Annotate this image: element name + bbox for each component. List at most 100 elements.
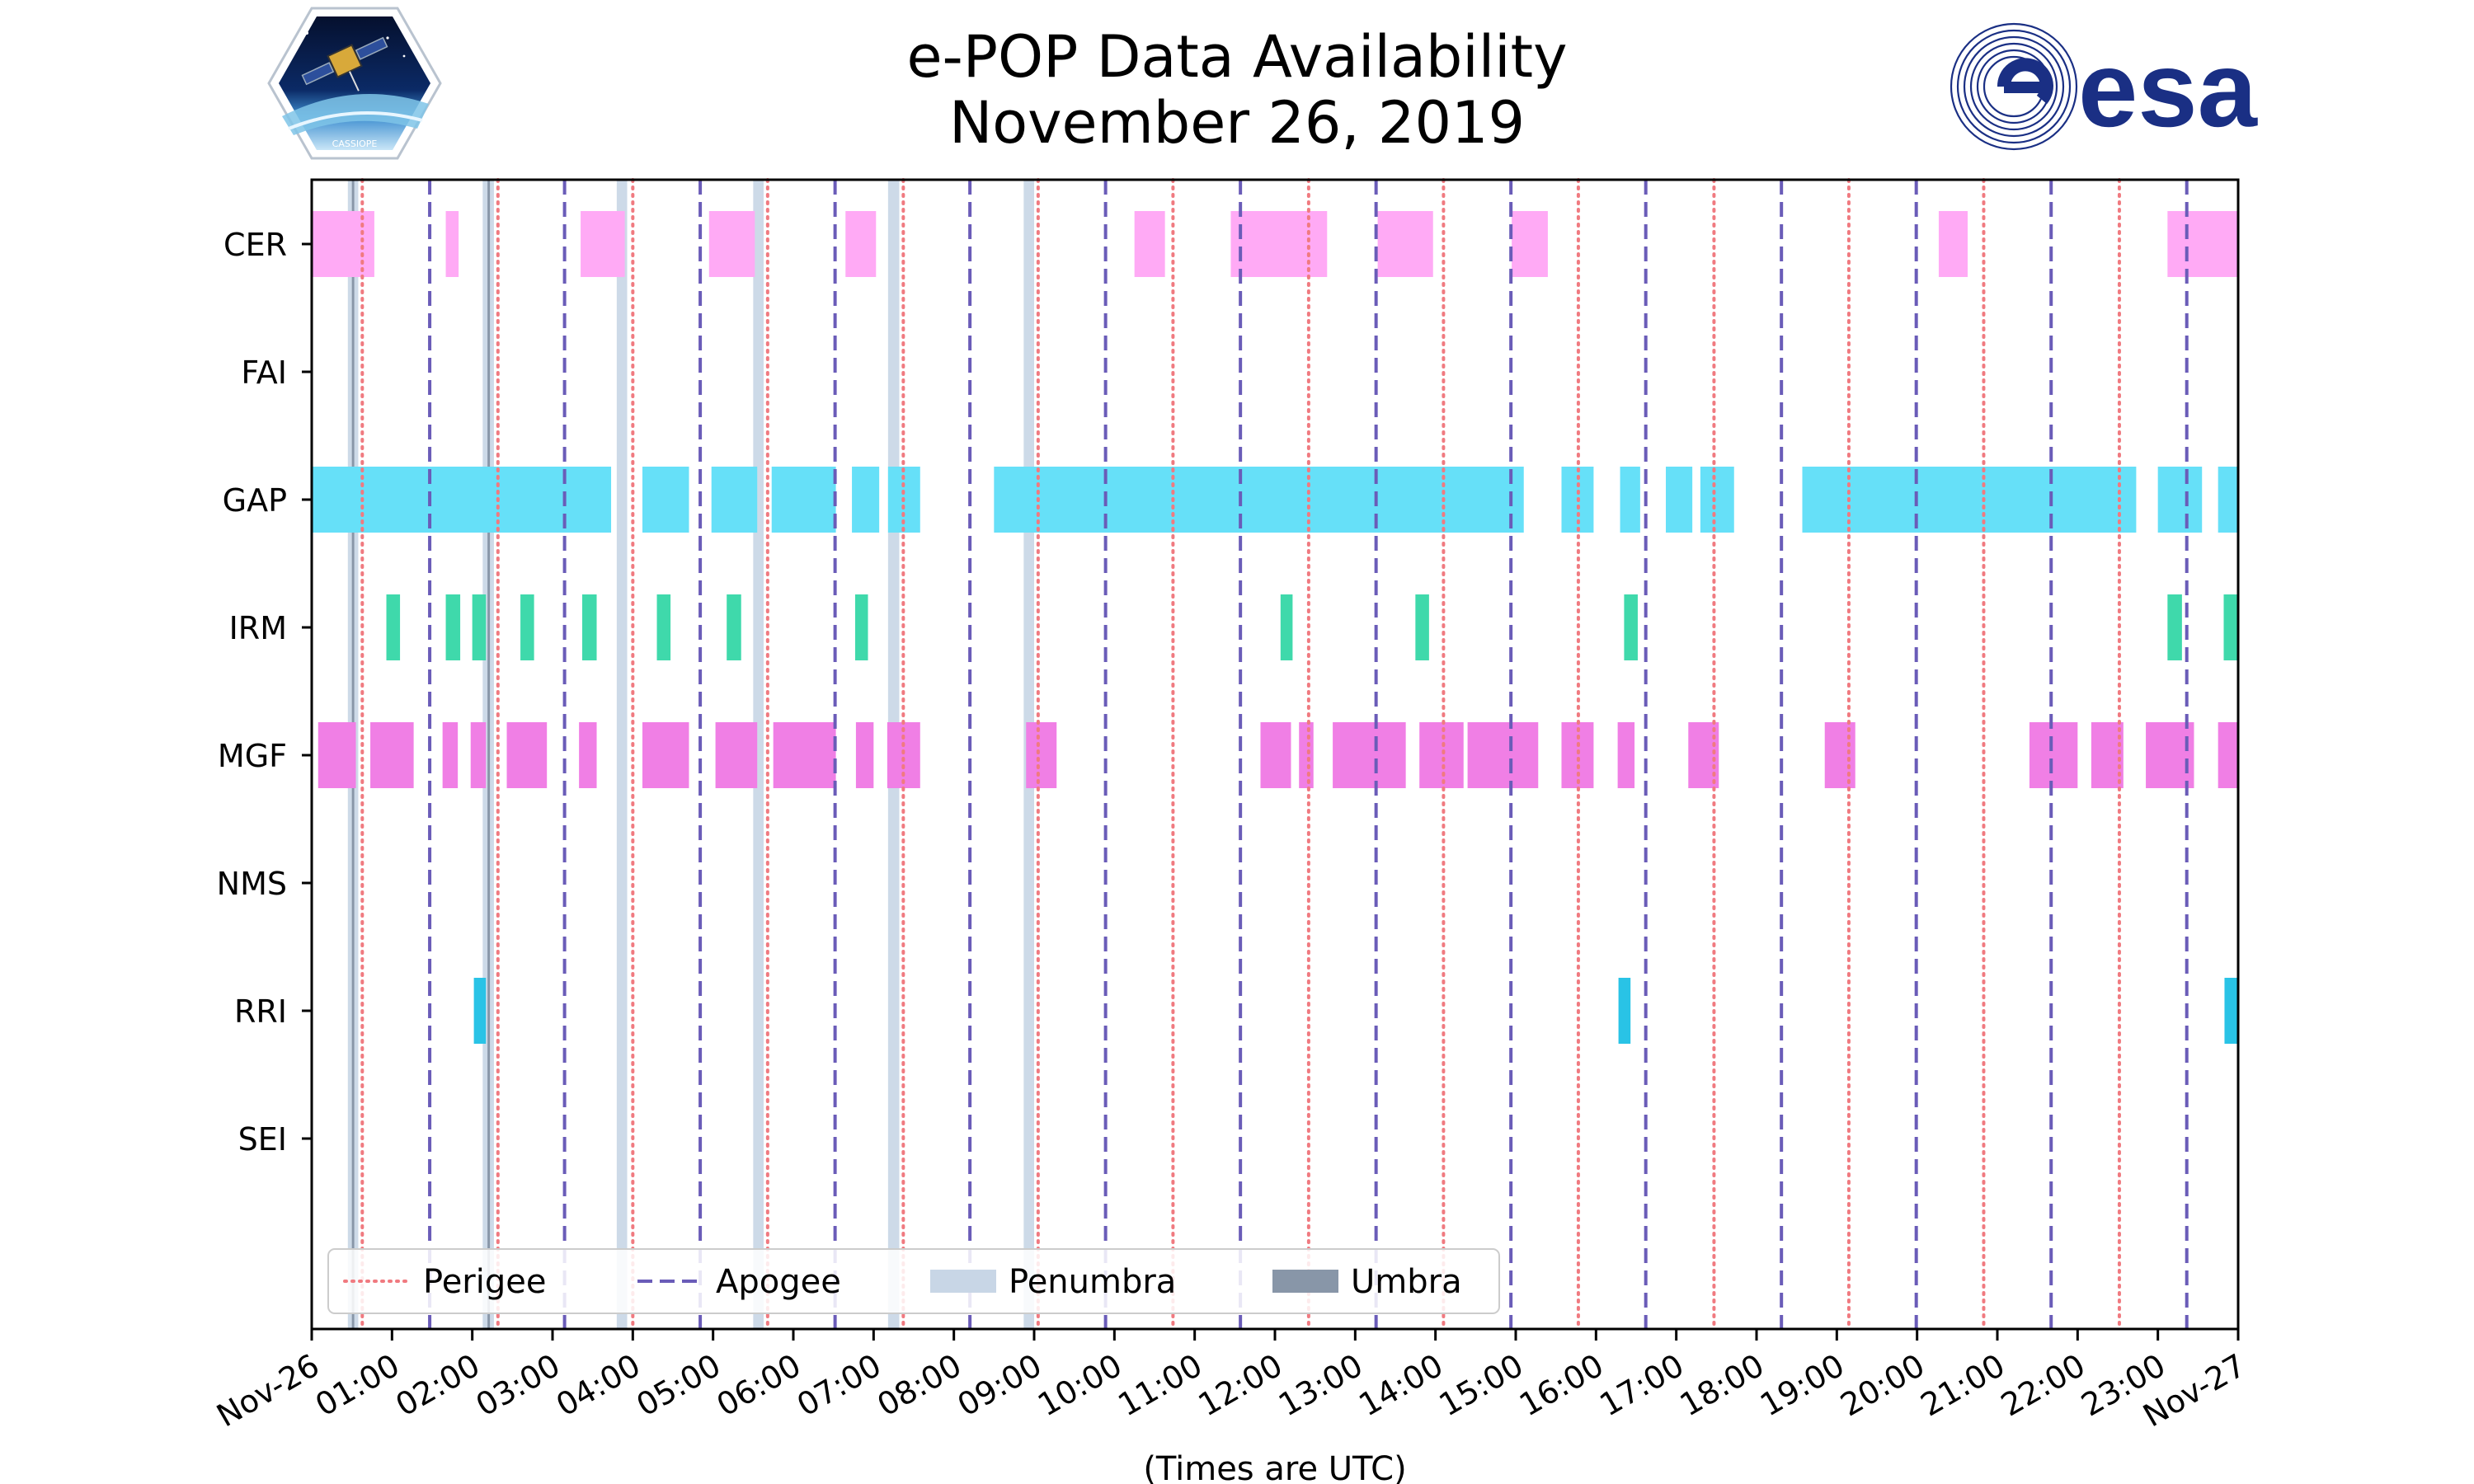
- bar-irm-1: [445, 594, 461, 660]
- bar-cer-3: [708, 211, 755, 277]
- x-tick-label-18: 18:00: [1674, 1347, 1771, 1424]
- x-tick-label-16: 16:00: [1513, 1347, 1610, 1424]
- x-tick-label-17: 17:00: [1593, 1347, 1690, 1424]
- y-tick-label-sei: SEI: [238, 1121, 287, 1158]
- bar-irm-2: [472, 594, 487, 660]
- bar-cer-1: [445, 211, 459, 277]
- y-tick-label-rri: RRI: [234, 993, 287, 1030]
- x-tick-label-11: 11:00: [1112, 1347, 1208, 1424]
- x-tick-label-13: 13:00: [1272, 1347, 1369, 1424]
- chart-title: e-POP Data Availability: [906, 23, 1568, 91]
- bar-mgf-21: [2029, 722, 2078, 788]
- x-tick-label-1: 01:00: [309, 1347, 406, 1424]
- bar-gap-4: [852, 467, 880, 533]
- bar-mgf-7: [715, 722, 758, 788]
- bar-irm-8: [1280, 594, 1293, 660]
- orbit-event-lines: [360, 178, 2189, 1331]
- y-tick-label-nms: NMS: [217, 866, 287, 902]
- bar-gap-11: [1802, 467, 2137, 533]
- bar-gap-13: [2218, 467, 2238, 533]
- bar-mgf-20: [1824, 722, 1856, 788]
- legend-swatch-penumbra: [930, 1270, 996, 1293]
- bar-mgf-12: [1260, 722, 1291, 788]
- bar-irm-11: [2167, 594, 2182, 660]
- x-tick-label-15: 15:00: [1433, 1347, 1530, 1424]
- legend-label-umbra: Umbra: [1351, 1263, 1462, 1301]
- bar-cer-5: [1134, 211, 1165, 277]
- x-tick-label-7: 07:00: [791, 1347, 887, 1424]
- bar-cer-2: [581, 211, 625, 277]
- bar-cer-0: [312, 211, 374, 277]
- x-axis: Nov-2601:0002:0003:0004:0005:0006:0007:0…: [210, 1329, 2252, 1434]
- bar-gap-10: [1700, 467, 1734, 533]
- bar-cer-8: [1512, 211, 1548, 277]
- bar-cer-4: [845, 211, 877, 277]
- bar-mgf-10: [887, 722, 920, 788]
- x-tick-label-12: 12:00: [1192, 1347, 1289, 1424]
- bar-rri-0: [473, 978, 487, 1044]
- x-tick-label-3: 03:00: [470, 1347, 567, 1424]
- x-tick-label-14: 14:00: [1352, 1347, 1449, 1424]
- legend: Perigee Apogee Penumbra Umbra: [327, 1248, 1500, 1314]
- bar-gap-1: [642, 467, 689, 533]
- bar-gap-6: [994, 467, 1524, 533]
- y-tick-label-fai: FAI: [241, 355, 287, 391]
- bar-gap-3: [771, 467, 836, 533]
- x-tick-label-22: 22:00: [1995, 1347, 2091, 1424]
- esa-logo-text: esa: [2078, 29, 2259, 149]
- bar-irm-12: [2223, 594, 2238, 660]
- umbra-band-1: [487, 180, 491, 1329]
- bar-mgf-13: [1299, 722, 1314, 788]
- bar-mgf-3: [470, 722, 487, 788]
- bar-irm-6: [727, 594, 741, 660]
- bar-rri-1: [1618, 978, 1631, 1044]
- x-tick-label-6: 06:00: [711, 1347, 807, 1424]
- chart-subtitle: November 26, 2019: [948, 89, 1526, 157]
- bar-mgf-14: [1333, 722, 1406, 788]
- bar-mgf-8: [773, 722, 836, 788]
- x-tick-label-20: 20:00: [1834, 1347, 1931, 1424]
- y-tick-label-irm: IRM: [229, 610, 287, 646]
- bar-irm-5: [656, 594, 671, 660]
- bar-irm-4: [582, 594, 597, 660]
- legend-label-penumbra: Penumbra: [1009, 1263, 1176, 1301]
- x-tick-label-5: 05:00: [630, 1347, 727, 1424]
- bar-gap-8: [1620, 467, 1640, 533]
- bar-mgf-22: [2091, 722, 2124, 788]
- x-tick-label-21: 21:00: [1915, 1347, 2011, 1424]
- bar-mgf-1: [370, 722, 414, 788]
- bar-cer-7: [1377, 211, 1433, 277]
- bar-mgf-19: [1688, 722, 1719, 788]
- bar-mgf-0: [317, 722, 356, 788]
- x-tick-label-9: 09:00: [952, 1347, 1048, 1424]
- x-tick-label-4: 04:00: [550, 1347, 647, 1424]
- bar-mgf-4: [506, 722, 548, 788]
- bar-irm-7: [854, 594, 868, 660]
- bar-mgf-17: [1561, 722, 1594, 788]
- bar-irm-0: [386, 594, 401, 660]
- bar-gap-12: [2157, 467, 2203, 533]
- bar-irm-3: [520, 594, 534, 660]
- bar-rri-2: [2224, 978, 2238, 1044]
- y-tick-label-gap: GAP: [223, 482, 287, 519]
- bar-mgf-16: [1467, 722, 1539, 788]
- cassiope-logo-text: CASSIOPE: [332, 139, 378, 149]
- x-tick-label-10: 10:00: [1032, 1347, 1128, 1424]
- bar-cer-6: [1230, 211, 1328, 277]
- bar-mgf-11: [1026, 722, 1057, 788]
- bar-mgf-24: [2218, 722, 2238, 788]
- y-axis: CER FAI GAP IRM MGF NMS RRI SEI: [217, 227, 312, 1158]
- x-axis-label: (Times are UTC): [1143, 1450, 1406, 1484]
- bar-mgf-5: [579, 722, 597, 788]
- cassiope-logo: CASSIOPE: [267, 7, 442, 160]
- legend-label-apogee: Apogee: [716, 1263, 841, 1301]
- bar-mgf-23: [2146, 722, 2194, 788]
- bar-irm-10: [1624, 594, 1638, 660]
- bar-gap-2: [711, 467, 758, 533]
- legend-swatch-umbra: [1272, 1270, 1338, 1293]
- bar-mgf-2: [442, 722, 459, 788]
- bar-cer-9: [1938, 211, 1968, 277]
- bar-mgf-9: [855, 722, 874, 788]
- availability-bars: [312, 211, 2238, 1044]
